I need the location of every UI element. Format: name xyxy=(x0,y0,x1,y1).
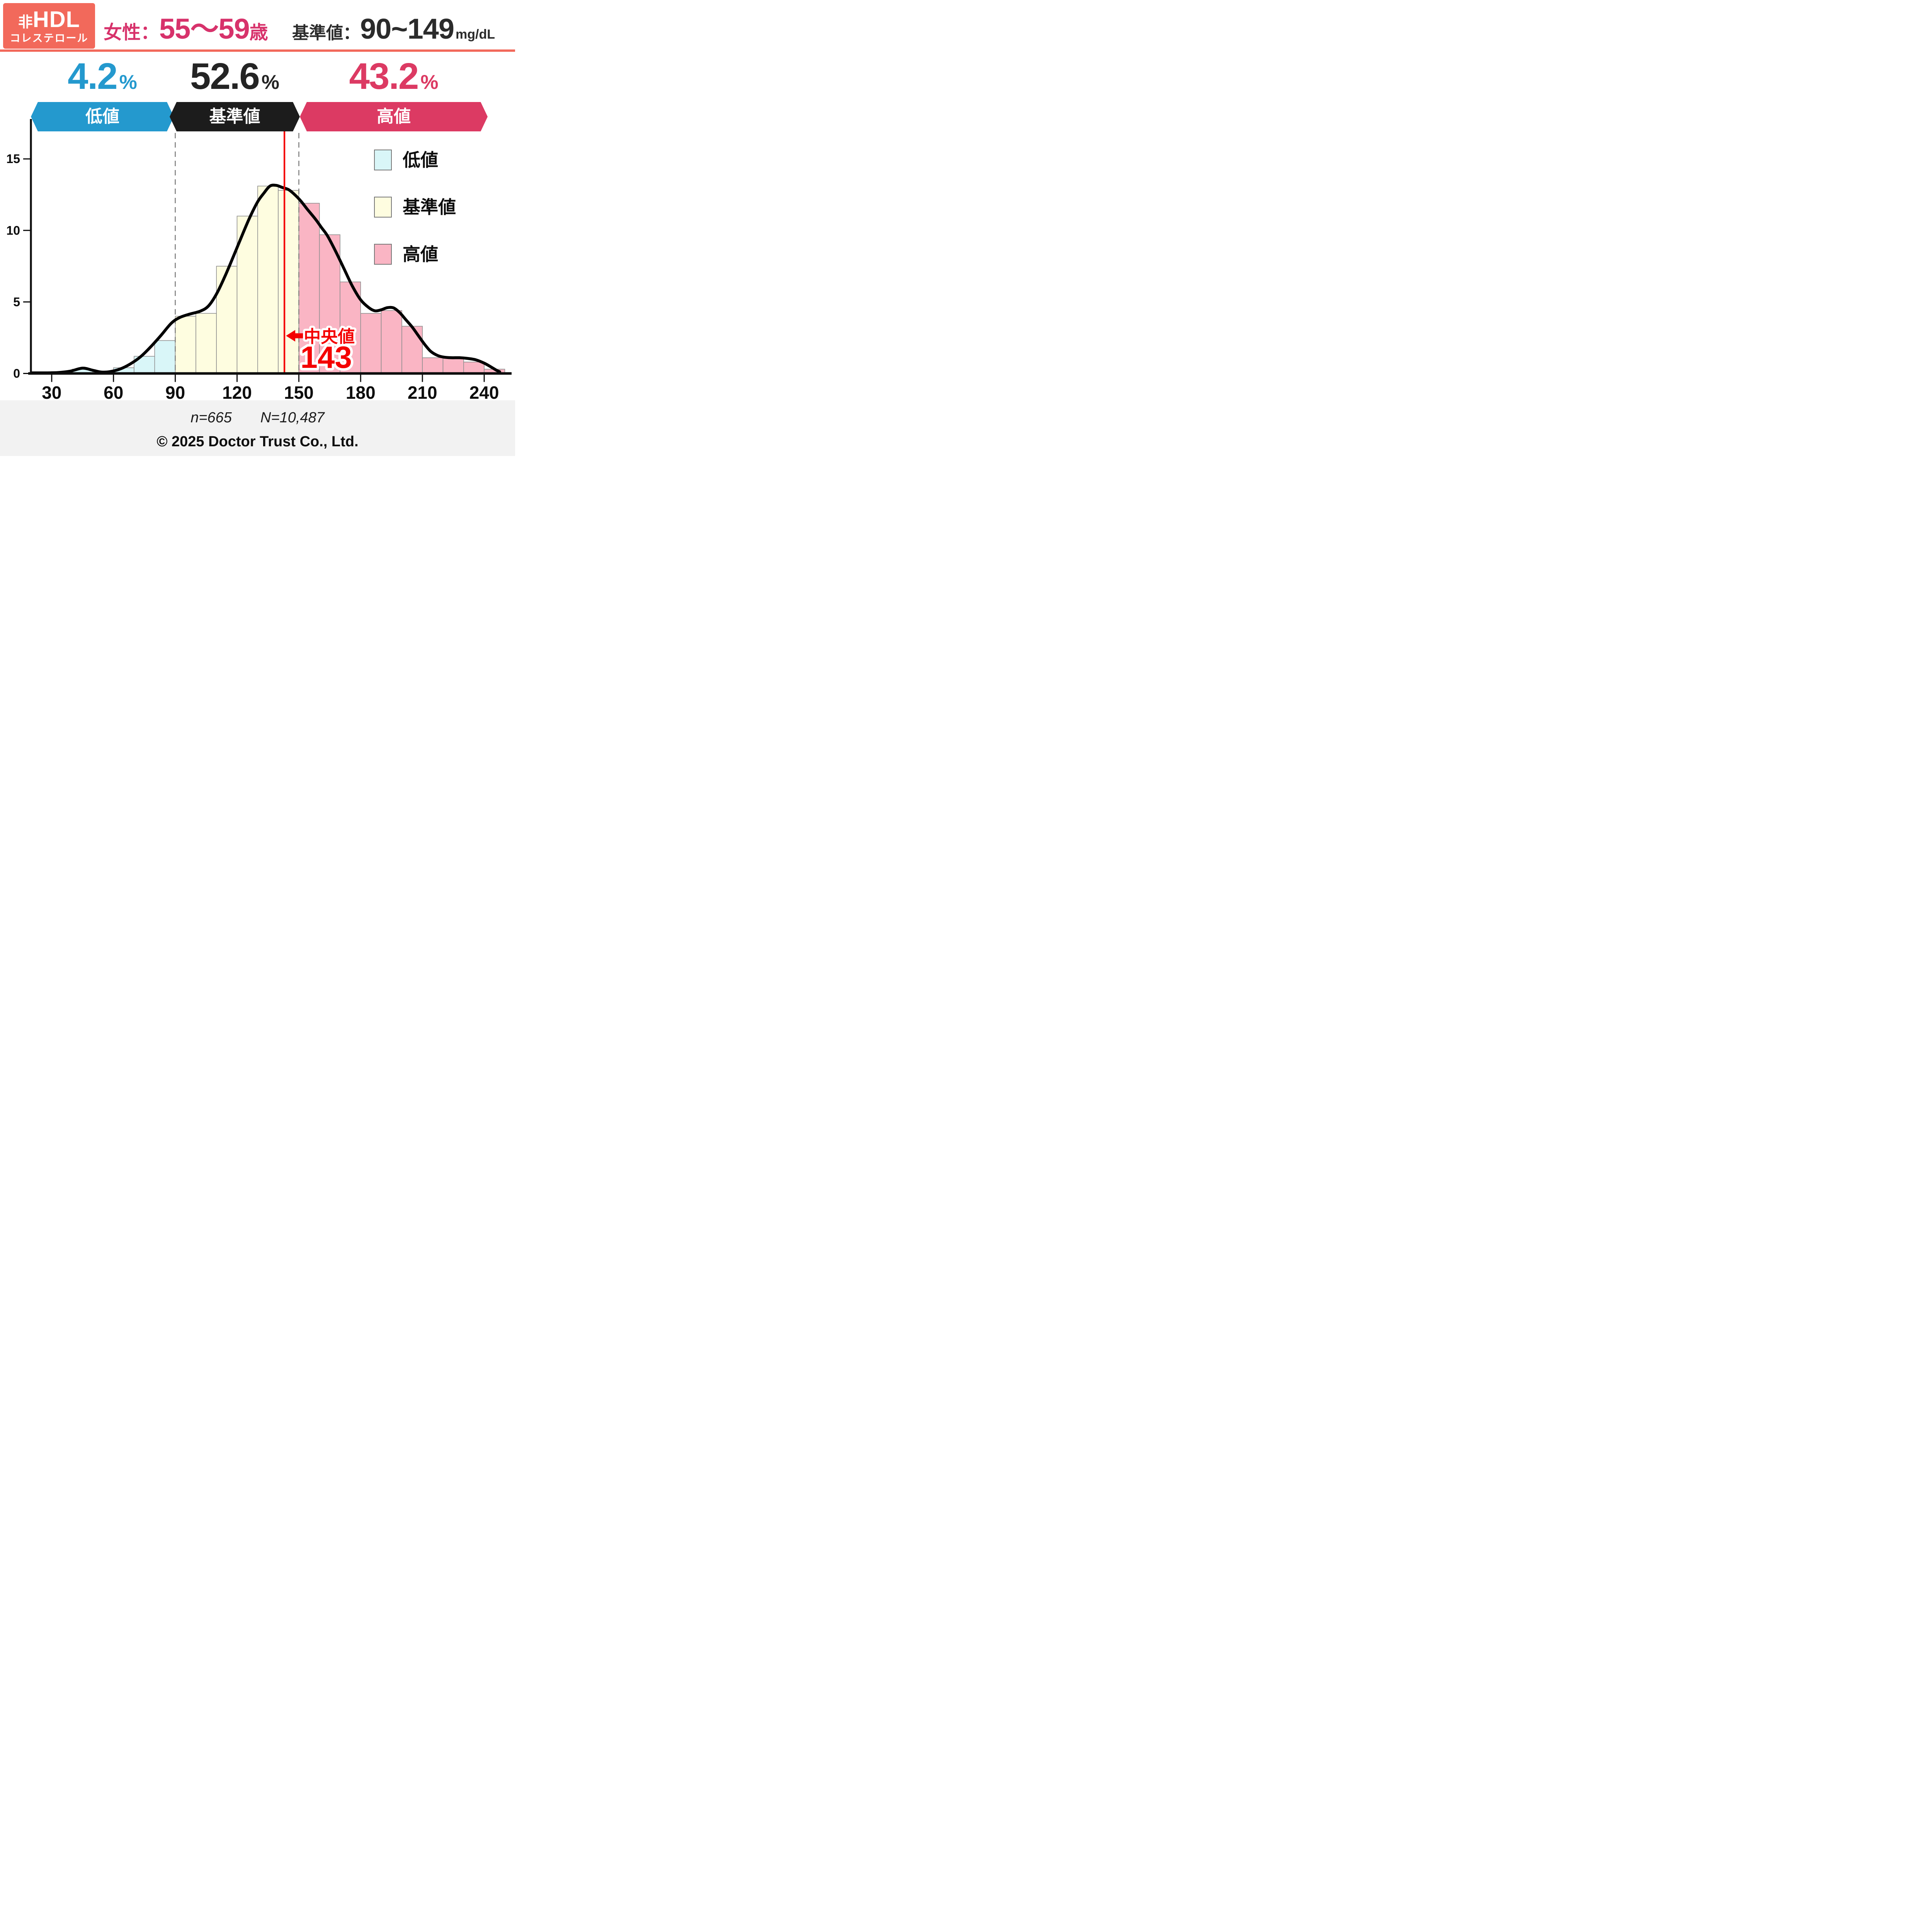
title-age-suffix: 歳 xyxy=(249,22,268,43)
page: 非 HDL コレステロール 女性： 55～59 歳 基準値： 90~149 mg… xyxy=(0,0,515,456)
reference-range: 90~149 xyxy=(360,13,454,45)
density-curve xyxy=(29,184,501,374)
page-title-reference: 基準値： 90~149 mg/dL xyxy=(292,15,495,43)
band-reference: 基準値 xyxy=(170,102,300,131)
x-tick-label: 180 xyxy=(346,383,376,403)
median-value: 143 xyxy=(300,340,352,374)
histogram-bar xyxy=(422,357,444,374)
legend-item-reference: 基準値 xyxy=(374,196,456,218)
title-age-range: 55～59 xyxy=(159,13,250,45)
percent-high-unit: % xyxy=(420,71,439,94)
sample-N: N=10,487 xyxy=(260,410,325,426)
legend-swatch-high xyxy=(374,244,392,265)
histogram-bar xyxy=(257,185,279,374)
percent-low-value: 4.2 xyxy=(68,56,117,97)
reference-unit: mg/dL xyxy=(456,27,495,42)
x-tick-label: 90 xyxy=(165,383,185,403)
percent-reference-unit: % xyxy=(261,71,280,94)
percent-high: 43.2 % xyxy=(300,58,488,97)
copyright: © 2025 Doctor Trust Co., Ltd. xyxy=(156,434,359,450)
y-tick-label: 0 xyxy=(13,367,20,381)
sample-n: n=665 xyxy=(190,410,232,426)
percent-reference: 52.6 % xyxy=(170,58,300,97)
reference-label: 基準値： xyxy=(292,24,360,43)
histogram-bar xyxy=(360,313,382,374)
page-title-demographic: 女性： 55～59 歳 xyxy=(104,15,268,43)
title-sex-label: 女性： xyxy=(104,22,160,43)
histogram-bar xyxy=(463,362,485,374)
badge-title: 非 HDL xyxy=(18,7,80,32)
badge-subtitle: コレステロール xyxy=(10,32,88,44)
legend-swatch-reference xyxy=(374,197,392,218)
x-tick-label: 30 xyxy=(42,383,61,403)
percent-reference-value: 52.6 xyxy=(190,56,260,97)
median-label: 中央値 xyxy=(304,327,355,346)
percent-high-value: 43.2 xyxy=(349,56,419,97)
band-high: 高値 xyxy=(300,102,488,131)
histogram-bar xyxy=(381,310,402,374)
x-tick-label: 210 xyxy=(408,383,437,403)
band-low: 低値 xyxy=(31,102,174,131)
footer-band xyxy=(0,400,515,456)
legend-label-low: 低値 xyxy=(403,150,438,170)
badge-title-main: HDL xyxy=(32,7,80,32)
x-tick-label: 60 xyxy=(104,383,123,403)
histogram-bar xyxy=(154,340,176,374)
percent-low: 4.2 % xyxy=(31,58,174,97)
legend-item-high: 高値 xyxy=(374,243,456,265)
x-tick-label: 120 xyxy=(222,383,252,403)
legend-label-high: 高値 xyxy=(403,244,438,264)
test-name-badge: 非 HDL コレステロール xyxy=(3,3,95,49)
histogram-bar xyxy=(216,266,238,374)
median-arrow-icon xyxy=(286,330,304,342)
legend-label-reference: 基準値 xyxy=(403,197,456,217)
histogram-bar xyxy=(196,313,217,374)
y-tick-label: 10 xyxy=(6,223,20,237)
x-tick-label: 240 xyxy=(469,383,499,403)
histogram-bar xyxy=(278,190,299,374)
histogram-bar xyxy=(401,326,423,374)
y-tick-label: 5 xyxy=(13,295,20,309)
badge-title-prefix: 非 xyxy=(18,14,33,31)
legend-item-low: 低値 xyxy=(374,149,456,171)
histogram-bar xyxy=(442,357,464,374)
histogram-bar xyxy=(298,203,320,374)
percent-low-unit: % xyxy=(119,71,137,94)
legend-swatch-low xyxy=(374,150,392,170)
x-tick-label: 150 xyxy=(284,383,314,403)
chart-legend: 低値 基準値 高値 xyxy=(374,149,456,291)
histogram-bar xyxy=(175,316,196,374)
header-divider xyxy=(0,49,515,52)
sample-size-line: n=665 N=10,487 xyxy=(0,410,515,425)
y-tick-label: 15 xyxy=(6,152,20,166)
